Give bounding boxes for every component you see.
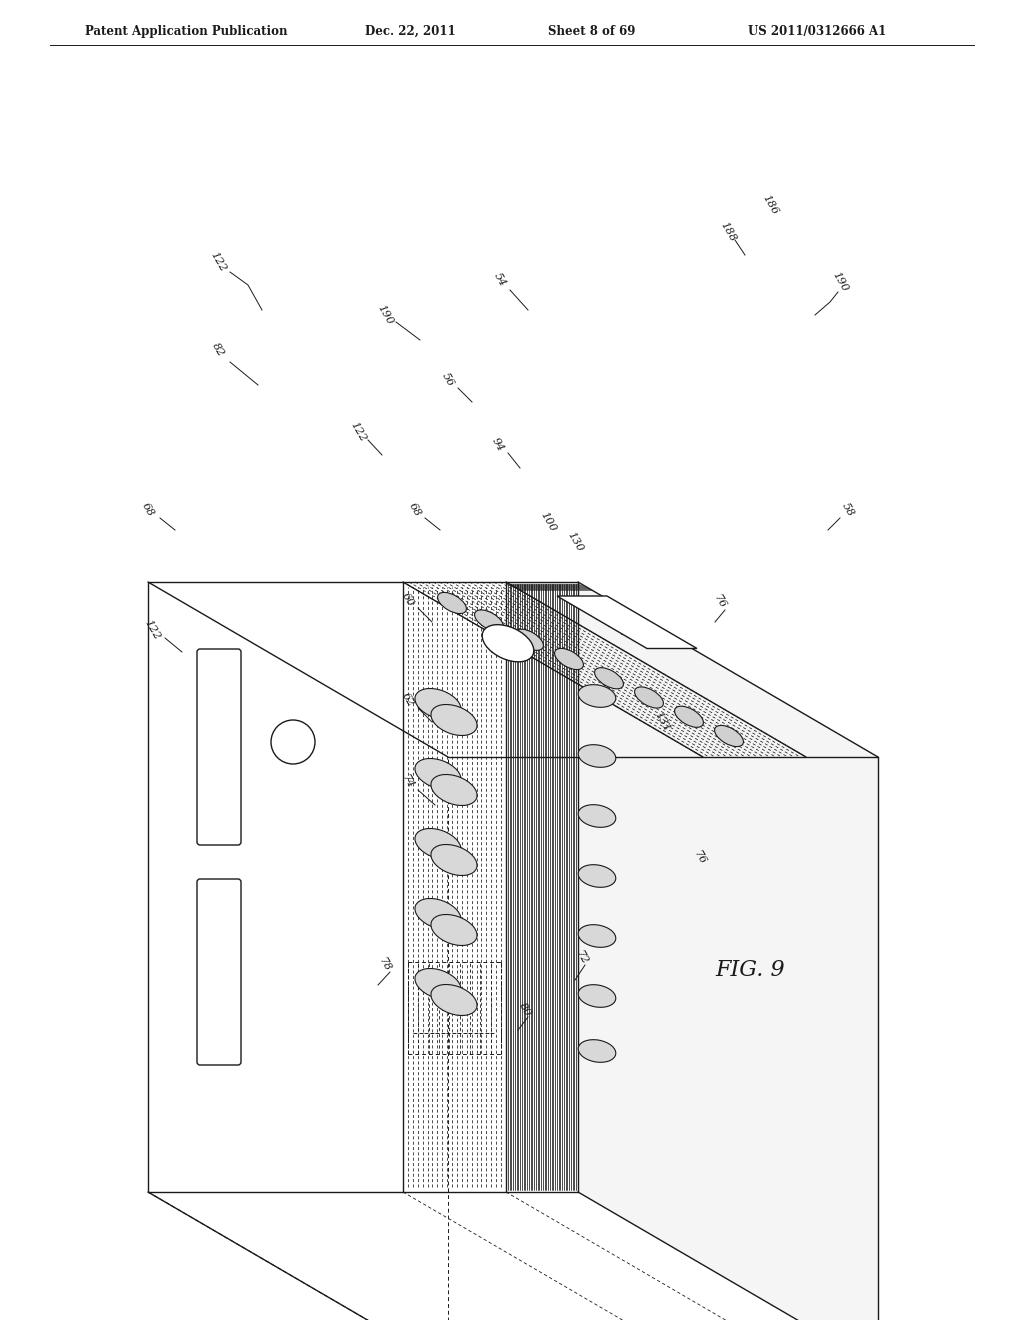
Text: 62: 62	[400, 692, 416, 709]
Text: Dec. 22, 2011: Dec. 22, 2011	[365, 25, 456, 38]
FancyBboxPatch shape	[197, 879, 241, 1065]
Ellipse shape	[415, 829, 461, 859]
Ellipse shape	[415, 899, 461, 929]
Ellipse shape	[474, 610, 504, 631]
Text: 80: 80	[517, 1002, 532, 1019]
Text: US 2011/0312666 A1: US 2011/0312666 A1	[748, 25, 886, 38]
Text: Patent Application Publication: Patent Application Publication	[85, 25, 288, 38]
Ellipse shape	[431, 775, 477, 805]
Text: Sheet 8 of 69: Sheet 8 of 69	[548, 25, 635, 38]
Text: 131: 131	[652, 710, 672, 734]
Ellipse shape	[579, 985, 615, 1007]
Circle shape	[271, 719, 315, 764]
Text: 94: 94	[490, 437, 506, 454]
Text: 58: 58	[840, 502, 856, 519]
Ellipse shape	[555, 648, 584, 669]
Ellipse shape	[437, 593, 466, 614]
Text: 78: 78	[377, 956, 393, 974]
Text: 190: 190	[830, 271, 850, 294]
Ellipse shape	[431, 705, 477, 735]
Ellipse shape	[715, 726, 743, 747]
Text: 68: 68	[140, 502, 156, 519]
Ellipse shape	[579, 805, 615, 828]
Text: 188: 188	[718, 220, 737, 244]
Text: 68: 68	[408, 502, 423, 519]
Polygon shape	[557, 597, 697, 648]
Text: 122: 122	[348, 420, 368, 444]
Text: 56: 56	[440, 371, 456, 388]
Ellipse shape	[515, 630, 544, 651]
Text: 72: 72	[574, 949, 590, 966]
Ellipse shape	[431, 845, 477, 875]
Text: 130: 130	[565, 531, 585, 554]
Ellipse shape	[415, 689, 461, 719]
Ellipse shape	[579, 685, 615, 708]
Text: 82: 82	[210, 342, 226, 359]
Text: 122: 122	[142, 618, 162, 642]
Text: 54: 54	[493, 272, 508, 289]
Ellipse shape	[579, 744, 615, 767]
Text: 190: 190	[376, 304, 394, 327]
Polygon shape	[148, 582, 878, 756]
Ellipse shape	[635, 686, 664, 708]
Text: 186: 186	[761, 193, 779, 216]
Text: FIG. 9: FIG. 9	[715, 960, 784, 981]
Ellipse shape	[431, 915, 477, 945]
Ellipse shape	[579, 925, 615, 948]
Text: 60: 60	[400, 591, 416, 609]
Polygon shape	[578, 582, 878, 1320]
Ellipse shape	[595, 668, 624, 689]
Polygon shape	[148, 582, 578, 1192]
Ellipse shape	[415, 759, 461, 789]
Ellipse shape	[579, 1040, 615, 1063]
Text: 76: 76	[712, 593, 728, 611]
FancyBboxPatch shape	[197, 649, 241, 845]
Text: 100: 100	[539, 511, 558, 533]
Ellipse shape	[431, 985, 477, 1015]
Ellipse shape	[675, 706, 703, 727]
Text: 74: 74	[400, 774, 416, 791]
Text: 122: 122	[208, 251, 227, 273]
Text: 76: 76	[692, 849, 708, 867]
Ellipse shape	[415, 969, 461, 999]
Ellipse shape	[482, 624, 534, 661]
Ellipse shape	[579, 865, 615, 887]
